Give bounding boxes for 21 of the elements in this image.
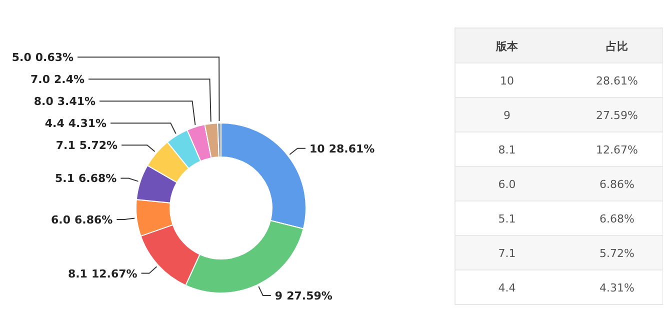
data-label: 12.67%: [91, 267, 138, 280]
data-label: 27.59%: [286, 289, 332, 302]
slice-label: 10: [310, 142, 326, 156]
slice-label: 7.0: [30, 73, 50, 86]
data-label: 6.68%: [78, 172, 117, 186]
data-label: 2.4%: [54, 73, 85, 86]
slice-label: 7.1: [56, 139, 76, 152]
data-label: 4.31%: [68, 117, 107, 130]
data-label: 3.41%: [57, 95, 96, 108]
data-label: 6.86%: [74, 213, 113, 226]
data-label: 28.61%: [328, 142, 375, 156]
slice-label: 4.4: [44, 117, 65, 130]
data-label: 5.72%: [79, 139, 118, 152]
slice-label: 5.1: [55, 172, 75, 186]
slice-label: 5.0: [12, 51, 32, 64]
slice-label: 9: [274, 289, 283, 302]
slice-label: 8.1: [68, 267, 88, 280]
data-label: 0.63%: [35, 51, 74, 64]
slice-label: 8.0: [34, 95, 54, 108]
table: 版本 占比 10 28.61% 9 27.59% 8.1 12.67% 6.0 6.86% 5.1 6.68% 7.1 5.72% 4.4 4.31%: [454, 28, 663, 305]
slice-label: 6.0: [51, 213, 71, 226]
